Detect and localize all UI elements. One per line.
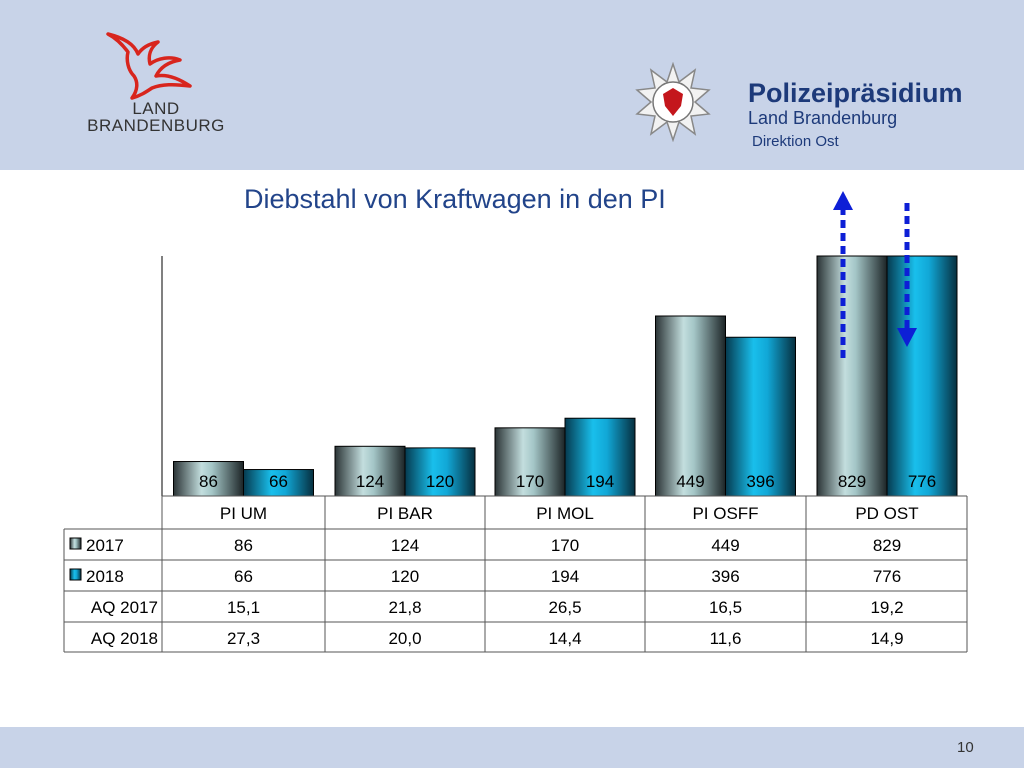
data-label: 396 [746, 472, 774, 491]
bar-2017-pi-um [173, 461, 244, 497]
category-label: PD OST [855, 504, 918, 523]
table-cell: 19,2 [870, 598, 903, 617]
data-label: 449 [676, 472, 704, 491]
table-cell: 124 [391, 536, 419, 555]
table-cell: 15,1 [227, 598, 260, 617]
data-label: 776 [908, 472, 936, 491]
bar-2018-pd-ost [886, 255, 958, 497]
footer-band [0, 727, 1024, 768]
bar-2018-pi-bar [404, 447, 476, 497]
police-direktion: Direktion Ost [752, 133, 839, 150]
table-cell: 120 [391, 567, 419, 586]
table-cell: 86 [234, 536, 253, 555]
annotation-arrows [833, 191, 917, 358]
police-title: Polizeipräsidium [748, 78, 963, 108]
category-label: PI BAR [377, 504, 433, 523]
table-cell: 21,8 [388, 598, 421, 617]
land-brandenburg-logo: LAND BRANDENBURG [86, 30, 226, 142]
bar-2018-pi-mol [564, 417, 636, 497]
data-table: PI UM PI BAR PI MOL PI OSFF PD OST 2017 86 124 1… [63, 495, 968, 653]
data-label: 829 [838, 472, 866, 491]
data-label: 66 [269, 472, 288, 491]
table-row-label: AQ 2017 [91, 598, 158, 617]
legend-key-2018 [69, 568, 82, 581]
police-subtitle: Land Brandenburg [748, 108, 898, 128]
table-cell: 396 [711, 567, 739, 586]
table-cell: 776 [873, 567, 901, 586]
police-logo-text: Polizeipräsidium Land Brandenburg [748, 78, 963, 128]
slide-title: Diebstahl von Kraftwagen in den PI [244, 184, 666, 214]
table-row-label: AQ 2018 [91, 629, 158, 648]
table-cell: 66 [234, 567, 253, 586]
table-cell: 194 [551, 567, 579, 586]
bar-2017-pd-ost [816, 255, 888, 497]
category-label: PI MOL [536, 504, 594, 523]
table-cell: 20,0 [388, 629, 421, 648]
bar-chart: 86 66 124 120 170 194 449 396 829 776 PI UM PI BAR… [63, 191, 968, 653]
bar-2018-pi-osff [725, 336, 796, 497]
data-label: 124 [356, 472, 384, 491]
table-cell: 829 [873, 536, 901, 555]
data-label: 86 [199, 472, 218, 491]
category-label: PI UM [220, 504, 267, 523]
bar-2017-pi-osff [655, 315, 726, 497]
page-number: 10 [957, 739, 974, 756]
data-label: 120 [426, 472, 454, 491]
category-label: PI OSFF [692, 504, 758, 523]
data-labels-layer: 86 66 124 120 170 194 449 396 829 776 [199, 472, 936, 491]
table-cell: 170 [551, 536, 579, 555]
data-label: 170 [516, 472, 544, 491]
table-cell: 27,3 [227, 629, 260, 648]
data-label: 194 [586, 472, 614, 491]
arrow-up-icon [833, 191, 853, 210]
legend-key-2017 [69, 537, 82, 550]
land-brandenburg-logo-text: LAND BRANDENBURG [87, 99, 225, 135]
table-row-label: 2018 [86, 567, 124, 586]
table-row-label: 2017 [86, 536, 124, 555]
table-cell: 26,5 [548, 598, 581, 617]
table-cell: 11,6 [710, 629, 742, 648]
table-cell: 14,4 [548, 629, 581, 648]
bars-layer [161, 255, 958, 497]
table-cell: 14,9 [870, 629, 903, 648]
table-cell: 16,5 [709, 598, 742, 617]
table-cell: 449 [711, 536, 739, 555]
brandenburg-eagle-icon [106, 32, 192, 100]
arrow-down-icon [897, 328, 917, 347]
police-star-icon [635, 62, 711, 142]
